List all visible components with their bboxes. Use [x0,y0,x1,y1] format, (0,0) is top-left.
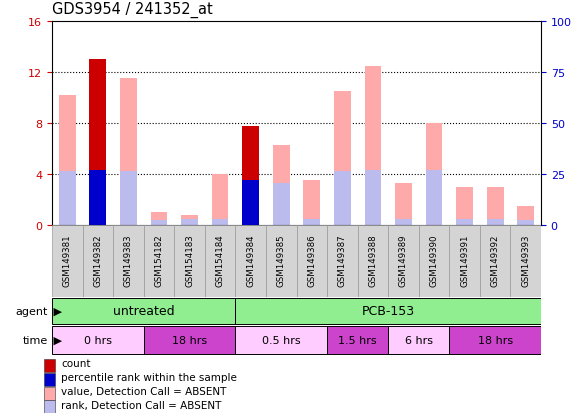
Text: 18 hrs: 18 hrs [477,335,513,345]
Bar [151,213,167,225]
Bar [212,219,228,225]
Bar [486,188,504,225]
Bar [456,219,473,225]
FancyBboxPatch shape [449,225,480,297]
Bar [395,219,412,225]
Text: untreated: untreated [113,305,175,318]
FancyBboxPatch shape [235,298,541,324]
Text: ▶: ▶ [50,306,62,316]
Bar [45,387,55,399]
Bar [90,171,106,225]
FancyBboxPatch shape [449,326,541,354]
FancyBboxPatch shape [388,326,449,354]
Text: 0.5 hrs: 0.5 hrs [262,335,300,345]
FancyBboxPatch shape [113,225,144,297]
Bar [90,171,106,225]
Bar [273,145,289,225]
Text: GSM149393: GSM149393 [521,234,530,286]
Text: 18 hrs: 18 hrs [172,335,207,345]
FancyBboxPatch shape [327,225,357,297]
FancyBboxPatch shape [205,225,235,297]
Text: count: count [62,358,91,368]
Bar [120,79,137,225]
Text: percentile rank within the sample: percentile rank within the sample [62,372,238,382]
Bar [45,373,55,386]
Text: PCB-153: PCB-153 [361,305,415,318]
FancyBboxPatch shape [357,225,388,297]
Bar [364,171,381,225]
FancyBboxPatch shape [327,326,388,354]
Text: GSM149391: GSM149391 [460,234,469,286]
FancyBboxPatch shape [52,225,83,297]
Bar [517,221,534,225]
Text: GSM149382: GSM149382 [93,234,102,286]
Text: GSM149387: GSM149387 [338,234,347,286]
Bar [120,172,137,225]
Text: 0 hrs: 0 hrs [84,335,112,345]
Text: agent: agent [15,306,48,316]
FancyBboxPatch shape [480,225,510,297]
Text: GSM154182: GSM154182 [155,234,163,286]
Bar [242,181,259,225]
FancyBboxPatch shape [419,225,449,297]
FancyBboxPatch shape [388,225,419,297]
Text: GSM149384: GSM149384 [246,234,255,286]
Bar [425,124,443,225]
Bar [151,221,167,225]
Text: GSM149385: GSM149385 [277,234,286,286]
Bar [456,188,473,225]
Bar [395,183,412,225]
Bar [486,219,504,225]
Bar [303,219,320,225]
Bar [212,175,228,225]
Bar [45,401,55,413]
Text: GSM149383: GSM149383 [124,234,133,286]
Text: GSM149386: GSM149386 [307,234,316,286]
Text: GSM149389: GSM149389 [399,234,408,286]
Bar [59,96,76,225]
Text: GSM154184: GSM154184 [216,234,224,286]
Text: rank, Detection Call = ABSENT: rank, Detection Call = ABSENT [62,399,222,410]
FancyBboxPatch shape [83,225,113,297]
Bar [273,183,289,225]
FancyBboxPatch shape [144,225,174,297]
Bar [242,181,259,225]
Text: 6 hrs: 6 hrs [405,335,433,345]
FancyBboxPatch shape [510,225,541,297]
Bar [517,206,534,225]
Text: ▶: ▶ [50,335,62,345]
Bar [45,359,55,372]
Text: GSM154183: GSM154183 [185,234,194,286]
Text: value, Detection Call = ABSENT: value, Detection Call = ABSENT [62,386,227,396]
Bar [425,171,443,225]
Text: time: time [23,335,48,345]
Text: 1.5 hrs: 1.5 hrs [338,335,377,345]
Bar [334,172,351,225]
Text: GSM149388: GSM149388 [368,234,377,286]
Text: GSM149392: GSM149392 [490,234,500,286]
Bar [90,60,106,225]
Bar [364,66,381,225]
Bar [59,172,76,225]
FancyBboxPatch shape [296,225,327,297]
FancyBboxPatch shape [52,298,235,324]
Text: GSM149390: GSM149390 [429,234,439,286]
Bar [242,126,259,225]
Bar [181,215,198,225]
FancyBboxPatch shape [144,326,235,354]
Text: GSM149381: GSM149381 [63,234,72,286]
FancyBboxPatch shape [266,225,296,297]
Bar [334,92,351,225]
FancyBboxPatch shape [235,225,266,297]
FancyBboxPatch shape [174,225,205,297]
Bar [303,181,320,225]
FancyBboxPatch shape [235,326,327,354]
Bar [181,219,198,225]
Text: GDS3954 / 241352_at: GDS3954 / 241352_at [52,2,213,18]
FancyBboxPatch shape [52,326,144,354]
